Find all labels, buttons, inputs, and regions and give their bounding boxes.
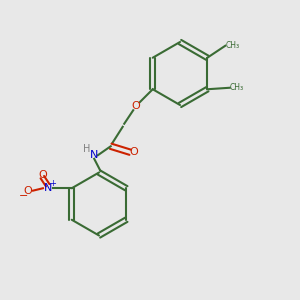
Text: O: O (24, 186, 33, 196)
Text: +: + (49, 179, 56, 188)
Text: CH₃: CH₃ (226, 40, 240, 50)
Text: O: O (130, 147, 139, 157)
Text: −: − (19, 191, 29, 201)
Text: O: O (38, 170, 47, 180)
Text: N: N (44, 183, 52, 193)
Text: O: O (132, 101, 141, 111)
Text: H: H (83, 144, 90, 154)
Text: N: N (90, 150, 98, 160)
Text: CH₃: CH₃ (230, 83, 244, 92)
